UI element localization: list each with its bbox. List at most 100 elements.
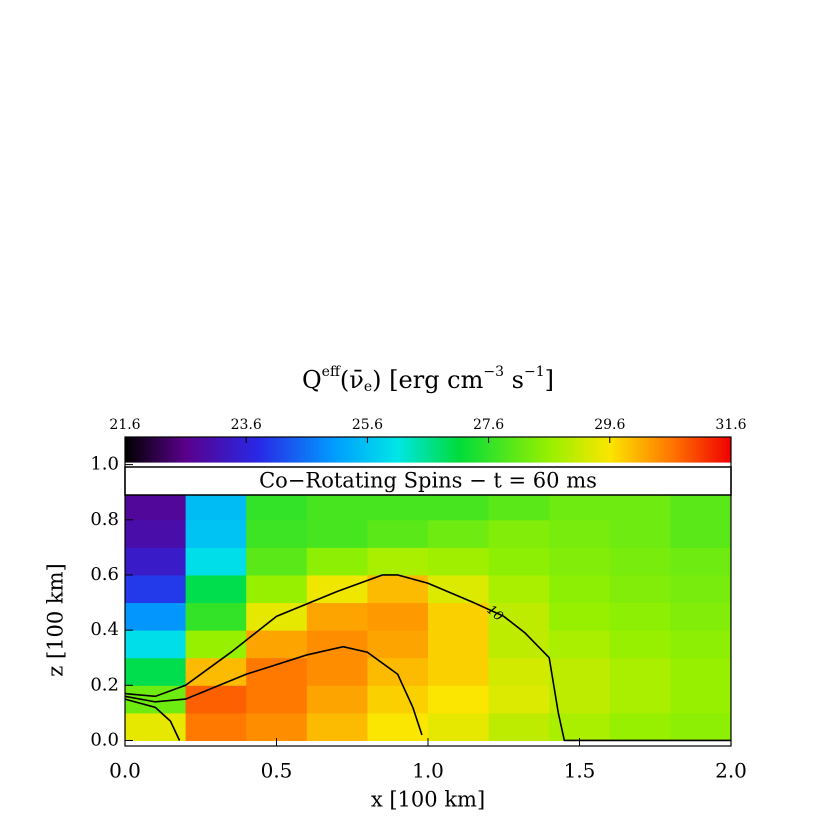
heat-cell (306, 602, 368, 631)
heat-cell (549, 519, 611, 548)
heat-cell (306, 547, 368, 576)
heat-cell (125, 602, 187, 631)
x-tick-label: 1.5 (564, 759, 596, 783)
heat-cell (488, 602, 550, 631)
heat-cell (185, 574, 247, 604)
title-part: Q (302, 366, 322, 394)
x-tick-label: 2.0 (715, 759, 747, 783)
heat-cell (609, 602, 671, 631)
colorbar-tick-label: 21.6 (109, 417, 140, 433)
heat-cell (670, 574, 732, 604)
heat-cell (185, 630, 247, 659)
title-part: ) [erg cm (372, 366, 483, 394)
heat-cell (549, 602, 611, 631)
x-tick-label: 0.0 (109, 759, 141, 783)
heat-cell (367, 602, 429, 631)
heat-cell (367, 685, 429, 714)
title-part: −1 (524, 364, 545, 380)
title-part: eff (322, 364, 341, 380)
heat-cell (306, 630, 368, 659)
heat-cell (185, 685, 247, 714)
heat-cell (428, 492, 490, 521)
x-tick-label: 1.0 (412, 759, 444, 783)
heat-cell (185, 657, 247, 686)
heat-cell (125, 519, 187, 548)
heat-cell (246, 547, 308, 576)
heat-cell (125, 630, 187, 659)
heat-cell (670, 492, 732, 521)
x-axis-label: x [100 km] (371, 788, 485, 812)
heat-cell (185, 519, 247, 548)
heat-cell (549, 492, 611, 521)
heat-cell (488, 519, 550, 548)
title-part: (ν̄ (340, 366, 364, 394)
title-part: ] (545, 366, 554, 394)
heat-cell (306, 574, 368, 604)
y-tick-label: 1.0 (90, 454, 119, 475)
y-tick-label: 0.0 (90, 729, 119, 750)
heat-cell (306, 712, 368, 741)
heat-cell (670, 712, 732, 741)
y-tick-label: 0.4 (90, 619, 119, 640)
panel-label: Co−Rotating Spins − t = 60 ms (259, 469, 597, 493)
heat-cell (306, 657, 368, 686)
heatmap (125, 492, 732, 741)
heat-cell (125, 492, 187, 521)
colorbar-tick-label: 27.6 (473, 417, 504, 433)
heat-cell (609, 519, 671, 548)
heat-cell (488, 657, 550, 686)
title-part: e (364, 379, 372, 395)
heat-cell (670, 685, 732, 714)
heat-cell (488, 630, 550, 659)
heat-cell (185, 547, 247, 576)
heat-cell (549, 574, 611, 604)
colorbar-tick-label: 23.6 (231, 417, 262, 433)
heat-cell (488, 547, 550, 576)
heat-cell (549, 547, 611, 576)
heat-cell (367, 712, 429, 741)
heat-cell (185, 712, 247, 741)
heat-cell (609, 630, 671, 659)
heat-cell (428, 712, 490, 741)
colorbar-tick-label: 29.6 (594, 417, 625, 433)
y-axis-label: z [100 km] (44, 563, 68, 677)
title-part: s (504, 366, 524, 394)
heat-cell (488, 492, 550, 521)
heat-cell (549, 712, 611, 741)
contour-line (124, 574, 731, 742)
heat-cell (306, 685, 368, 714)
y-tick-label: 0.8 (90, 509, 119, 530)
contour-line (124, 645, 423, 736)
heat-cell (670, 547, 732, 576)
heat-cell (367, 574, 429, 604)
heat-cell (246, 492, 308, 521)
heat-cell (609, 657, 671, 686)
heat-cell (670, 602, 732, 631)
heat-cell (246, 685, 308, 714)
heat-cell (367, 492, 429, 521)
heat-cell (185, 492, 247, 521)
heat-cell (488, 574, 550, 604)
heat-cell (367, 547, 429, 576)
heat-cell (549, 630, 611, 659)
colorbar-title: Qeff(ν̄e) [erg cm−3 s−1] (302, 364, 554, 395)
heat-cell (428, 685, 490, 714)
y-tick-label: 0.2 (90, 674, 119, 695)
colorbar-tick-label: 31.6 (715, 417, 746, 433)
heat-cell (306, 492, 368, 521)
heat-cell (609, 712, 671, 741)
x-tick-label: 0.5 (261, 759, 293, 783)
heat-cell (428, 547, 490, 576)
heat-cell (125, 712, 187, 741)
heat-cell (488, 712, 550, 741)
heat-cell (246, 630, 308, 659)
heat-cell (367, 519, 429, 548)
contour-line (124, 698, 181, 741)
heat-cell (609, 574, 671, 604)
heat-cell (246, 519, 308, 548)
axes: 21.6 23.6 25.6 27.6 29.6 31.6 0.0 0.5 1.0 1.5 2.0 0… (90, 417, 747, 783)
colorbar (125, 437, 731, 463)
heat-cell (670, 630, 732, 659)
